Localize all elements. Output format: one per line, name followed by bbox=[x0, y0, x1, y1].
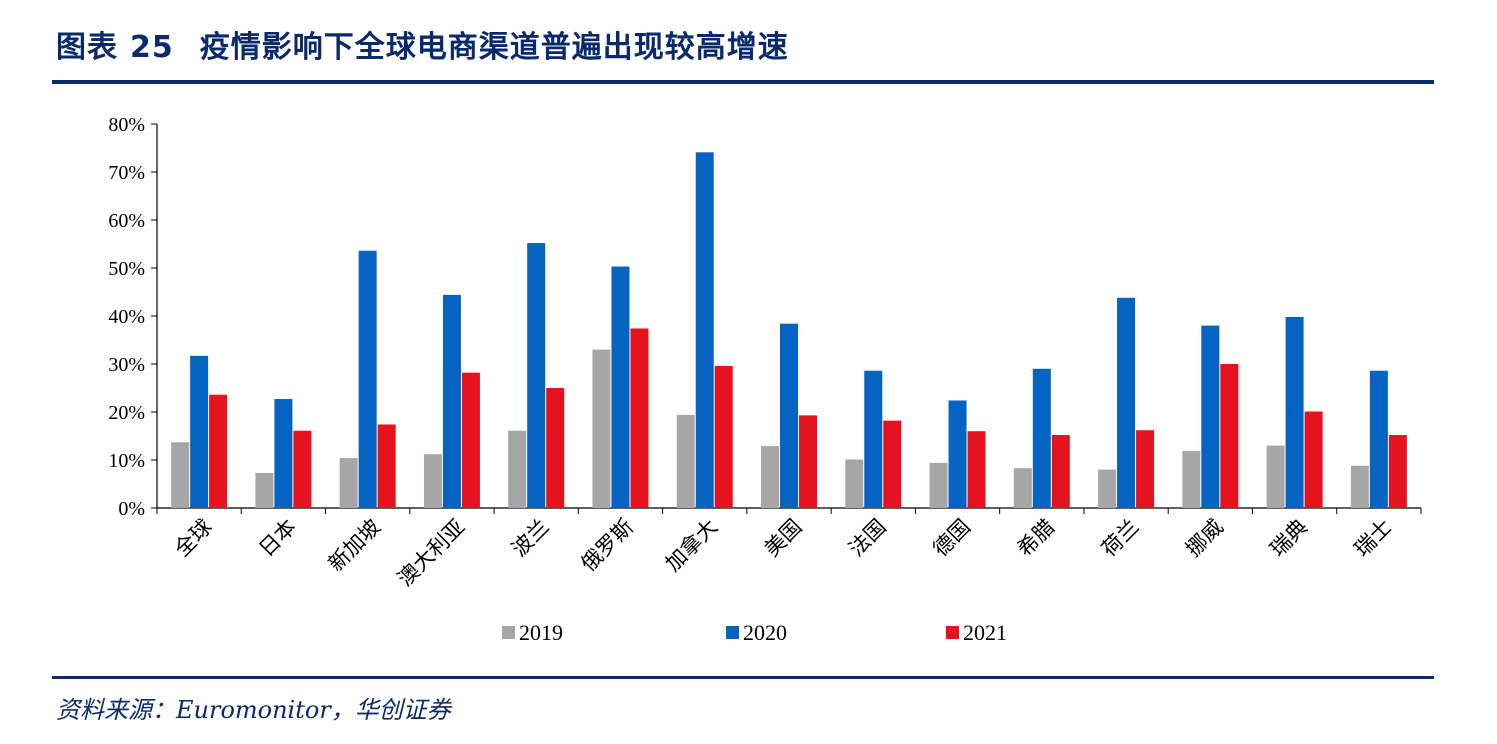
bar-2019 bbox=[171, 442, 190, 508]
bar-2019 bbox=[1098, 469, 1117, 508]
legend-swatch-2021 bbox=[946, 626, 959, 639]
bar-2021 bbox=[209, 394, 228, 508]
bar-2020 bbox=[358, 250, 377, 508]
bar-2021 bbox=[883, 420, 902, 508]
category-label: 瑞士 bbox=[1350, 515, 1397, 562]
bar-2021 bbox=[461, 372, 480, 508]
bar-2020 bbox=[1117, 297, 1136, 508]
bar-2021 bbox=[1388, 435, 1407, 508]
bar-2020 bbox=[1369, 370, 1388, 508]
bar-2019 bbox=[1350, 465, 1369, 508]
bar-2021 bbox=[1304, 411, 1323, 508]
y-tick-label: 20% bbox=[108, 402, 145, 424]
category-label: 澳大利亚 bbox=[393, 515, 469, 591]
bar-2019 bbox=[339, 458, 358, 508]
bar-2020 bbox=[527, 243, 546, 509]
legend-swatch-2019 bbox=[502, 626, 515, 639]
bar-2020 bbox=[948, 400, 967, 508]
bar-2019 bbox=[929, 462, 948, 508]
category-label: 法国 bbox=[844, 515, 891, 562]
figure-number: 25 bbox=[130, 30, 174, 65]
bar-2019 bbox=[676, 414, 695, 508]
header-rule bbox=[52, 80, 1434, 84]
figure-title-text: 疫情影响下全球电商渠道普遍出现较高增速 bbox=[199, 30, 789, 65]
bar-2020 bbox=[864, 370, 883, 508]
bar-2019 bbox=[508, 430, 527, 508]
bar-2021 bbox=[293, 430, 312, 508]
legend-swatch-2020 bbox=[726, 626, 739, 639]
y-tick-label: 50% bbox=[108, 258, 145, 280]
bar-2020 bbox=[780, 323, 798, 508]
bar-2021 bbox=[546, 388, 565, 508]
bar-2021 bbox=[714, 365, 733, 508]
legend-label-2021: 2021 bbox=[963, 620, 1007, 645]
category-label: 日本 bbox=[254, 515, 301, 562]
y-tick-label: 40% bbox=[108, 306, 145, 328]
category-label: 俄罗斯 bbox=[576, 515, 638, 577]
legend-label-2020: 2020 bbox=[743, 620, 787, 645]
bar-2020 bbox=[695, 152, 714, 508]
y-tick-label: 60% bbox=[108, 210, 145, 232]
category-label: 瑞典 bbox=[1265, 515, 1312, 562]
bar-2021 bbox=[630, 328, 649, 508]
bar-2021 bbox=[799, 415, 817, 508]
bar-2020 bbox=[190, 355, 209, 508]
bar-2019 bbox=[1182, 450, 1201, 508]
bar-2019 bbox=[423, 454, 442, 508]
bar-2020 bbox=[442, 294, 461, 508]
figure-title: 图表 25 疫情影响下全球电商渠道普遍出现较高增速 bbox=[56, 22, 789, 66]
y-tick-label: 70% bbox=[108, 162, 145, 184]
bar-2020 bbox=[1285, 316, 1304, 508]
bar-2021 bbox=[967, 431, 986, 508]
bar-2020 bbox=[274, 399, 293, 508]
category-label: 波兰 bbox=[507, 515, 554, 562]
bar-2019 bbox=[592, 349, 611, 508]
y-tick-label: 80% bbox=[108, 114, 145, 136]
bar-2020 bbox=[1201, 325, 1220, 508]
figure-label: 图表 bbox=[56, 30, 118, 65]
bar-2019 bbox=[845, 459, 864, 508]
bar-2019 bbox=[255, 472, 274, 508]
y-tick-label: 30% bbox=[108, 354, 145, 376]
source-note: 资料来源：Euromonitor，华创证券 bbox=[56, 696, 451, 724]
category-label: 加拿大 bbox=[661, 515, 723, 577]
bar-2021 bbox=[1051, 435, 1070, 508]
footer-rule bbox=[52, 676, 1434, 679]
bar-2021 bbox=[1220, 364, 1239, 508]
category-label: 全球 bbox=[170, 515, 217, 562]
category-label: 荷兰 bbox=[1097, 515, 1144, 562]
bar-2020 bbox=[611, 266, 630, 508]
y-tick-label: 0% bbox=[118, 498, 145, 520]
category-label: 新加坡 bbox=[324, 515, 386, 577]
category-label: 挪威 bbox=[1181, 515, 1228, 562]
legend-label-2019: 2019 bbox=[519, 620, 563, 645]
bar-2021 bbox=[377, 424, 396, 508]
bar-2019 bbox=[1266, 445, 1285, 508]
category-label: 希腊 bbox=[1013, 515, 1060, 562]
y-tick-label: 10% bbox=[108, 450, 145, 472]
category-label: 德国 bbox=[928, 515, 975, 562]
bar-2019 bbox=[761, 446, 779, 508]
bar-2019 bbox=[1013, 468, 1032, 508]
bar-2020 bbox=[1032, 368, 1051, 508]
bar-2021 bbox=[1136, 430, 1155, 508]
category-label: 美国 bbox=[760, 515, 807, 562]
